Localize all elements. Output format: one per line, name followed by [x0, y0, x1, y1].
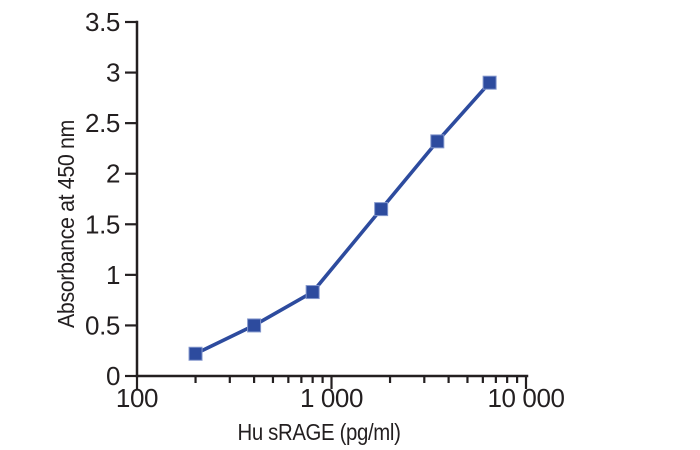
x-axis-tick-label: 1 000	[300, 383, 363, 413]
y-axis-tick-label: 3.5	[85, 7, 120, 37]
plot-area: 0 0.5 1 1.5 2 2.5 3 3.5 100 1 000 10 000	[85, 7, 565, 413]
data-point-marker	[374, 202, 389, 217]
y-axis-tick-label: 1.5	[85, 209, 120, 239]
x-axis-tick-label: 100	[116, 383, 158, 413]
y-axis-tick-label: 0	[106, 361, 120, 391]
y-axis-tick-label: 2	[106, 159, 120, 189]
x-axis-tick-label: 10 000	[487, 383, 564, 413]
y-axis-tick-label: 2.5	[85, 108, 120, 138]
standard-curve-line	[194, 81, 491, 356]
data-point-marker	[188, 346, 203, 361]
data-point-marker	[482, 75, 497, 90]
y-axis-title: Absorbance at 450 nm	[53, 120, 79, 328]
data-point-marker	[247, 318, 262, 333]
y-axis-tick-label: 0.5	[85, 310, 120, 340]
y-axis-tick-label: 1	[106, 260, 120, 290]
y-axis-tick-label: 3	[106, 58, 120, 88]
data-point-marker	[430, 134, 445, 149]
data-point-marker	[305, 285, 320, 300]
x-axis-title: Hu sRAGE (pg/ml)	[238, 419, 401, 445]
